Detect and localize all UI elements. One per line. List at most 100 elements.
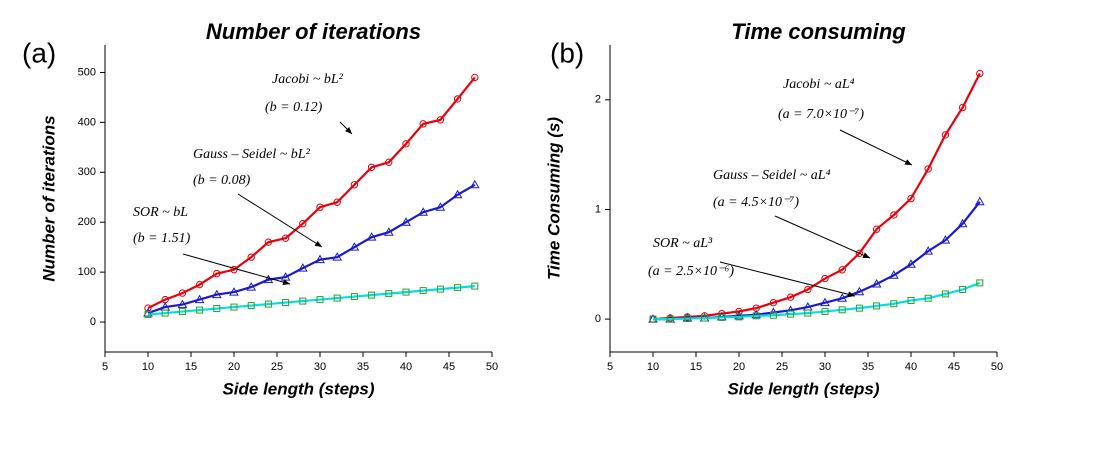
- chart-title: Time consuming: [731, 19, 906, 44]
- marker: [264, 300, 272, 308]
- marker: [366, 232, 377, 241]
- annotation-arrow: [182, 253, 291, 285]
- marker: [940, 235, 951, 244]
- x-tick-label: 40: [905, 361, 917, 373]
- panel-label: (a): [22, 37, 56, 68]
- x-tick-label: 35: [862, 361, 874, 373]
- annotation-formula: Jacobi ~ aL⁴: [783, 77, 855, 92]
- marker: [143, 308, 153, 317]
- marker: [211, 289, 222, 299]
- x-tick-label: 20: [228, 361, 240, 373]
- marker: [469, 179, 480, 189]
- marker: [436, 285, 444, 293]
- marker: [453, 95, 462, 103]
- marker: [316, 296, 324, 304]
- marker: [751, 309, 762, 319]
- marker: [957, 218, 968, 228]
- annotation-formula: Gauss – Seidel ~ bL²: [193, 147, 311, 162]
- marker: [316, 203, 324, 211]
- marker: [367, 163, 376, 172]
- y-tick-label: 500: [78, 66, 96, 78]
- marker: [281, 234, 290, 242]
- annotation-parameter: (b = 1.51): [133, 231, 191, 246]
- x-tick-label: 25: [271, 361, 283, 373]
- marker: [436, 116, 445, 124]
- y-tick-label: 0: [595, 313, 601, 325]
- marker: [821, 274, 829, 283]
- marker: [666, 315, 674, 323]
- marker: [837, 293, 848, 302]
- marker: [838, 266, 846, 274]
- annotation-arrow: [839, 129, 913, 166]
- marker: [649, 315, 657, 323]
- y-tick-label: 100: [78, 266, 96, 278]
- marker: [924, 165, 932, 173]
- annotation-formula: Gauss – Seidel ~ aL⁴: [713, 168, 831, 183]
- marker: [247, 302, 255, 310]
- marker: [701, 314, 709, 322]
- marker: [976, 69, 984, 78]
- y-tick-label: 0: [90, 316, 96, 328]
- marker: [854, 286, 865, 296]
- y-tick-label: 300: [78, 166, 96, 178]
- marker: [769, 311, 777, 319]
- marker: [471, 282, 479, 290]
- annotation-arrow: [339, 121, 353, 135]
- x-tick-label: 50: [991, 361, 1003, 373]
- x-tick-label: 45: [443, 361, 455, 373]
- y-tick-label: 200: [78, 216, 96, 228]
- marker: [299, 220, 307, 228]
- y-axis-label: Number of iterations: [39, 115, 58, 281]
- marker: [958, 103, 967, 112]
- marker: [419, 120, 427, 128]
- marker: [906, 259, 916, 268]
- marker: [368, 291, 376, 299]
- panel-label: (b): [550, 37, 584, 68]
- annotation-parameter: (b = 0.12): [265, 100, 323, 115]
- annotation-formula: Jacobi ~ bL²: [272, 72, 344, 87]
- marker: [383, 227, 394, 236]
- marker: [401, 217, 411, 226]
- y-axis-label: Time Consuming (s): [544, 117, 563, 280]
- annotation-arrow: [237, 193, 323, 248]
- marker: [194, 294, 205, 304]
- annotation-parameter: (a = 7.0×10⁻⁷): [778, 107, 864, 122]
- x-axis-label: Side length (steps): [727, 379, 879, 398]
- x-tick-label: 15: [690, 361, 702, 373]
- marker: [385, 290, 393, 298]
- marker: [333, 294, 341, 302]
- marker: [871, 279, 882, 288]
- marker: [976, 279, 984, 287]
- x-tick-label: 30: [314, 361, 326, 373]
- marker: [350, 181, 359, 189]
- x-tick-label: 20: [733, 361, 745, 373]
- marker: [804, 285, 812, 294]
- x-tick-label: 15: [185, 361, 197, 373]
- marker: [213, 305, 221, 313]
- marker: [786, 293, 795, 301]
- y-tick-label: 2: [595, 94, 601, 106]
- marker: [454, 284, 462, 292]
- marker: [787, 310, 795, 318]
- marker: [402, 288, 410, 296]
- marker: [769, 298, 778, 307]
- marker: [418, 207, 429, 216]
- marker: [452, 189, 463, 199]
- marker: [263, 274, 274, 284]
- marker: [161, 309, 169, 317]
- marker: [144, 311, 152, 319]
- annotation-parameter: (b = 0.08): [193, 173, 251, 188]
- x-tick-label: 10: [142, 361, 154, 373]
- marker: [734, 310, 744, 320]
- annotation-formula: SOR ~ bL: [133, 205, 188, 220]
- x-tick-label: 5: [102, 361, 108, 373]
- marker: [332, 252, 343, 261]
- marker: [350, 293, 358, 301]
- marker: [349, 242, 360, 251]
- marker: [735, 313, 743, 321]
- x-tick-label: 30: [819, 361, 831, 373]
- marker: [873, 302, 881, 310]
- marker: [435, 202, 446, 211]
- marker: [683, 315, 691, 323]
